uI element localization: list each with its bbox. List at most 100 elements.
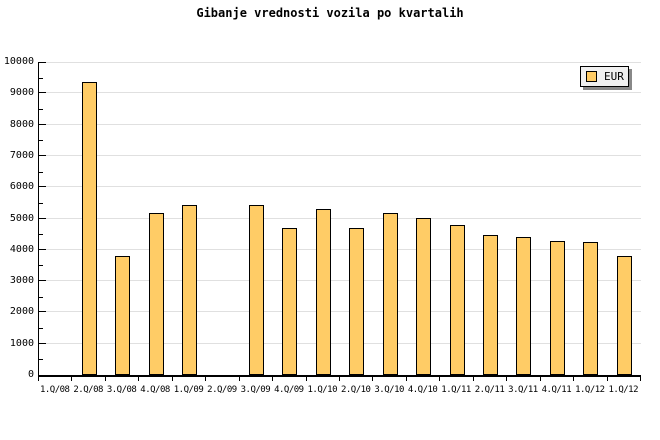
y-axis-label: 1000 <box>9 337 34 349</box>
y-axis-minor-tick <box>39 140 43 142</box>
bar <box>382 213 398 375</box>
bar <box>449 225 465 375</box>
x-axis-label: 4.Q/09 <box>274 385 304 395</box>
gridline <box>39 342 641 344</box>
x-axis-tick <box>472 377 474 381</box>
x-axis-tick <box>539 377 541 381</box>
x-axis-label: 4.Q/10 <box>407 385 438 395</box>
y-axis-minor-tick <box>39 234 43 236</box>
x-axis-label: 1.Q/12 <box>608 385 639 395</box>
y-axis-label: 3000 <box>9 275 34 287</box>
x-axis-tick <box>171 377 173 381</box>
y-axis-label: 7000 <box>9 149 34 161</box>
x-axis-label: 2.Q/09 <box>207 385 237 395</box>
x-axis-tick <box>640 377 641 381</box>
bar <box>483 235 498 375</box>
legend: EUR <box>580 66 629 87</box>
gridline <box>39 311 641 313</box>
bar <box>81 82 97 375</box>
bar <box>182 205 197 375</box>
y-axis-major-tick <box>39 248 46 250</box>
bar <box>416 218 432 375</box>
x-axis-tick <box>606 377 608 381</box>
y-axis-minor-tick <box>39 108 43 110</box>
gridline <box>39 123 641 125</box>
x-axis-label: 3.Q/08 <box>106 385 137 395</box>
y-axis-minor-tick <box>39 359 43 361</box>
bar <box>549 241 565 375</box>
y-axis-major-tick <box>39 186 46 188</box>
gridline <box>39 186 641 188</box>
x-axis-label: 3.Q/11 <box>508 385 538 395</box>
gridline <box>39 154 641 156</box>
x-axis-tick <box>439 377 441 381</box>
gridline <box>39 280 641 282</box>
x-axis-label: 1.Q/08 <box>39 385 70 395</box>
y-axis-major-tick <box>39 92 46 94</box>
y-axis-label: 10000 <box>3 56 34 67</box>
y-axis-minor-tick <box>39 328 43 330</box>
y-axis-major-tick <box>39 154 46 156</box>
y-axis-major-tick <box>39 342 46 344</box>
bar <box>616 256 632 375</box>
bar <box>315 209 331 375</box>
y-axis-minor-tick <box>39 265 43 267</box>
x-axis-tick <box>305 377 307 381</box>
y-axis-label: 0 <box>27 369 34 380</box>
chart-title: Gibanje vrednosti vozila po kvartalih <box>196 6 464 20</box>
y-axis-label: 9000 <box>9 87 34 99</box>
x-axis-label: 1.Q/11 <box>441 385 471 395</box>
gridline <box>39 217 641 219</box>
x-axis-tick <box>205 377 207 381</box>
x-axis-tick <box>71 377 73 381</box>
y-axis-major-tick <box>39 311 46 313</box>
bar <box>148 213 164 375</box>
x-axis-tick <box>104 377 106 381</box>
x-axis-tick <box>238 377 240 381</box>
y-axis-minor-tick <box>39 202 43 204</box>
x-axis-tick <box>138 377 140 381</box>
bar <box>583 242 599 375</box>
y-axis-minor-tick <box>39 171 43 173</box>
x-axis-tick <box>272 377 274 381</box>
bar <box>349 228 365 375</box>
gridline <box>39 92 641 94</box>
x-axis-tick <box>38 377 39 381</box>
bar <box>516 237 532 375</box>
x-axis-label: 1.Q/09 <box>173 385 204 395</box>
x-axis-tick <box>506 377 508 381</box>
y-axis-label: 2000 <box>9 306 34 318</box>
x-axis-tick <box>573 377 575 381</box>
y-axis-label: 6000 <box>9 181 34 193</box>
bar <box>282 228 298 375</box>
gridline <box>39 62 641 63</box>
x-axis-label: 2.Q/11 <box>474 385 505 395</box>
legend-label: EUR <box>604 70 624 83</box>
x-axis-tick <box>405 377 407 381</box>
y-axis-major-tick <box>39 280 46 282</box>
y-axis-label: 8000 <box>9 118 34 130</box>
y-axis-minor-tick <box>39 77 43 79</box>
y-axis-major-tick <box>39 123 46 125</box>
y-axis-minor-tick <box>39 296 43 298</box>
bar <box>115 256 131 375</box>
x-axis-tick <box>339 377 340 381</box>
x-axis-label: 2.Q/10 <box>340 385 371 395</box>
y-axis-label: 5000 <box>9 212 34 224</box>
x-axis-label: 4.Q/11 <box>541 385 572 395</box>
x-axis-label: 3.Q/10 <box>374 385 404 395</box>
x-axis-label: 3.Q/09 <box>240 385 271 395</box>
bar <box>248 205 264 375</box>
x-axis-label: 2.Q/08 <box>73 385 103 395</box>
x-axis-label: 1.Q/12 <box>575 385 605 395</box>
x-axis-label: 1.Q/10 <box>307 385 338 395</box>
x-axis-label: 4.Q/08 <box>140 385 170 395</box>
plot-area: EUR <box>38 62 641 377</box>
y-axis-label: 4000 <box>9 243 34 255</box>
gridline <box>39 248 641 250</box>
x-axis-tick <box>372 377 374 381</box>
legend-swatch-icon <box>586 71 597 82</box>
y-axis-major-tick <box>39 217 46 219</box>
y-axis-major-tick <box>39 62 46 63</box>
